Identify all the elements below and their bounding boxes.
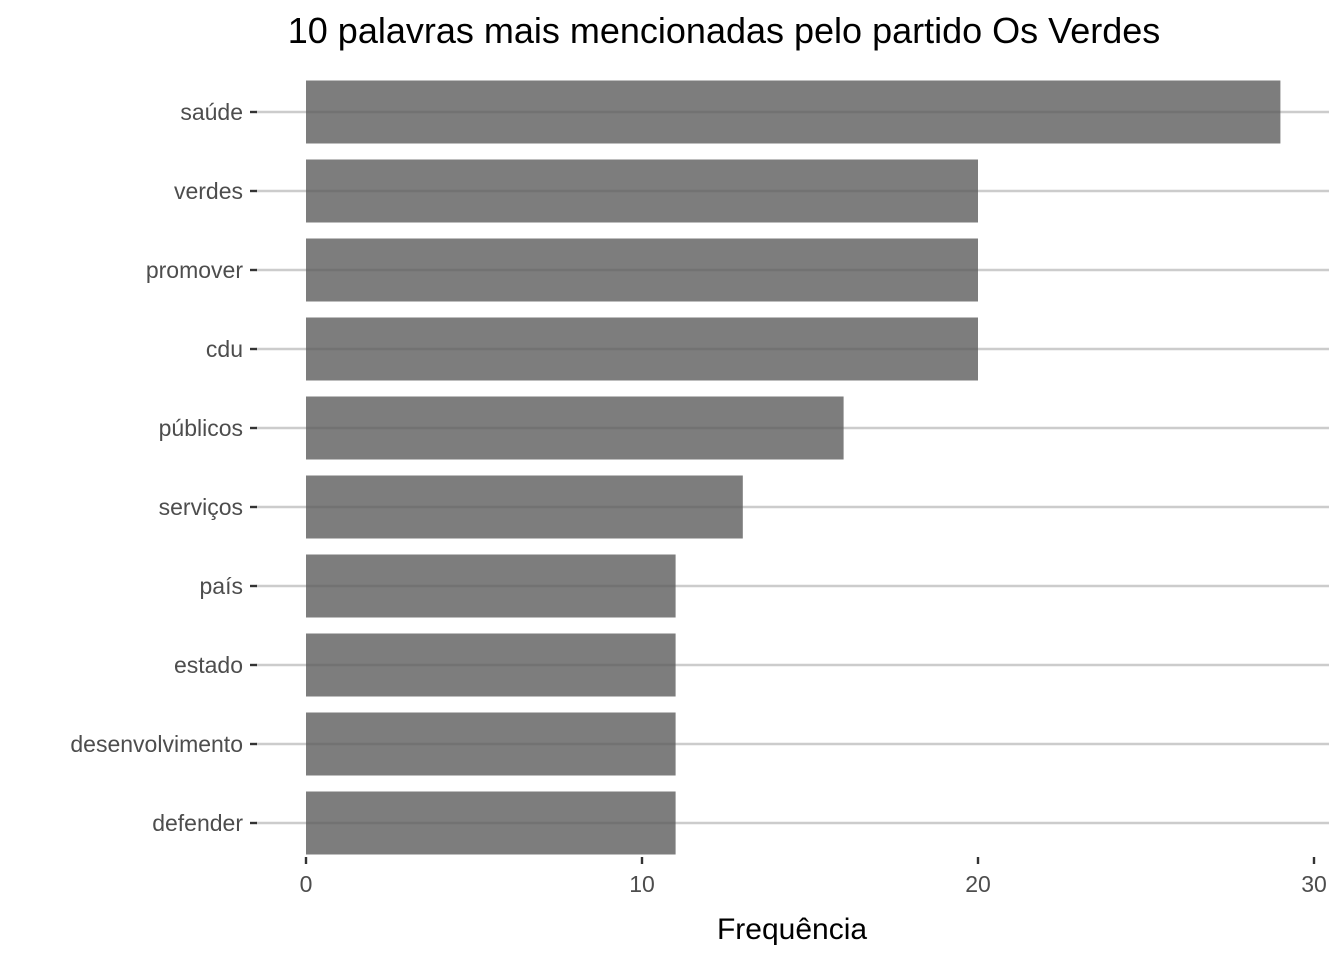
y-tick-label: públicos	[159, 415, 243, 441]
bar-1	[306, 80, 1281, 144]
y-tick-label: saúde	[180, 99, 243, 125]
bar-8	[306, 633, 676, 697]
bar-10	[306, 791, 676, 855]
bar-2	[306, 159, 978, 223]
y-tick-label: verdes	[174, 178, 243, 204]
x-tick-label: 0	[300, 871, 313, 897]
y-tick-label: defender	[152, 810, 243, 836]
y-tick-label: promover	[146, 257, 243, 283]
bar-6	[306, 475, 743, 539]
y-axis: saúde verdes promover cdu públicos serviços pa…	[70, 99, 257, 836]
chart-title: 10 palavras mais mencionadas pelo partid…	[288, 10, 1161, 51]
bar-4	[306, 317, 978, 381]
y-tick-label: cdu	[206, 336, 243, 362]
y-tick-label: serviços	[159, 494, 243, 520]
y-tick-label: país	[200, 573, 243, 599]
bar-7	[306, 554, 676, 618]
bar-3	[306, 238, 978, 302]
bar-layer	[306, 80, 1281, 855]
x-axis: 0 10 20 30	[300, 857, 1327, 897]
x-tick-label: 20	[965, 871, 991, 897]
y-tick-label: desenvolvimento	[70, 731, 243, 757]
bar-9	[306, 712, 676, 776]
x-axis-title: Frequência	[717, 913, 867, 946]
bar-5	[306, 396, 844, 460]
x-tick-label: 30	[1301, 871, 1327, 897]
x-tick-label: 10	[629, 871, 655, 897]
y-tick-label: estado	[174, 652, 243, 678]
